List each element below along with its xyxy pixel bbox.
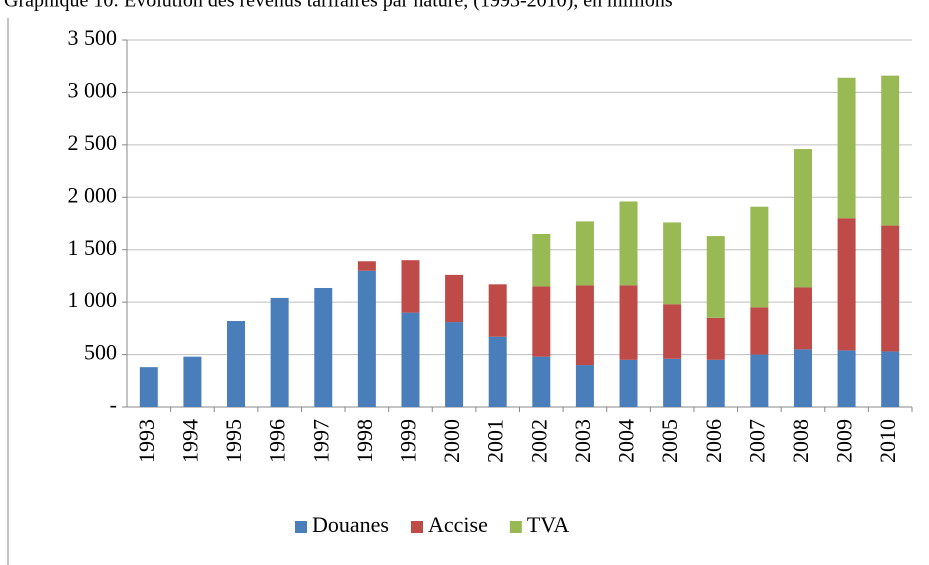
x-tick-label: 1995 (221, 419, 246, 463)
bar-segment (488, 336, 507, 407)
x-tick-label: 2010 (875, 419, 900, 463)
bar-segment (881, 75, 900, 226)
x-tick-label: 2000 (439, 419, 464, 463)
legend-swatch (509, 521, 522, 533)
bar-segment (750, 354, 769, 407)
bar-segment (837, 350, 856, 407)
bar-segment (314, 287, 333, 407)
y-tick-label: 1 000 (68, 287, 118, 312)
bar-segment (532, 233, 551, 287)
x-tick-label: 2007 (744, 419, 769, 463)
bar-segment (401, 312, 420, 407)
bar-segment (706, 317, 725, 360)
bar-segment (837, 218, 856, 351)
bar-segment (270, 297, 289, 407)
bar-segment (619, 285, 638, 360)
bar-segment (575, 285, 594, 366)
bar-segment (793, 349, 812, 407)
bar-segment (445, 322, 464, 407)
x-tick-label: 1998 (352, 419, 377, 463)
x-tick-label: 2006 (701, 419, 726, 463)
bar-segment (663, 222, 682, 305)
bar-segment (750, 307, 769, 355)
bar-segment (575, 221, 594, 286)
x-tick-label: 1993 (134, 419, 159, 463)
x-tick-label: 2001 (483, 419, 508, 463)
bar-segment (575, 365, 594, 407)
legend-swatch (410, 521, 423, 533)
bar-segment (139, 367, 158, 407)
bar-segment (750, 206, 769, 308)
bar-segment (357, 261, 376, 271)
bar-segment (445, 274, 464, 323)
bar-segment (401, 260, 420, 313)
y-tick-label: 3 500 (68, 25, 118, 50)
y-tick-label: 1 500 (68, 235, 118, 260)
bar-segment (881, 225, 900, 352)
y-tick-label: 500 (84, 340, 117, 365)
bar-segment (663, 358, 682, 407)
bar-segment (183, 356, 202, 407)
legend-label: Douanes (312, 512, 389, 537)
bar-segment (793, 287, 812, 350)
x-tick-label: 1999 (396, 419, 421, 463)
x-tick-label: 2009 (832, 419, 857, 463)
x-tick-label: 2004 (614, 419, 639, 463)
chart-title: Graphique 10: Évolution des revenus tari… (4, 0, 673, 12)
x-tick-label: 1997 (308, 419, 333, 463)
bar-segment (706, 359, 725, 407)
bar-segment (619, 201, 638, 286)
bar-segment (837, 77, 856, 219)
x-tick-label: 1994 (177, 419, 202, 463)
legend-label: TVA (527, 512, 569, 537)
bar-segment (532, 286, 551, 357)
bar-segment (663, 304, 682, 359)
x-tick-label: 2002 (526, 419, 551, 463)
x-tick-label: 2005 (657, 419, 682, 463)
x-tick-label: 2003 (570, 419, 595, 463)
y-tick-label: 2 500 (68, 130, 118, 155)
bar-segment (793, 149, 812, 288)
x-tick-label: 1996 (265, 419, 290, 463)
bar-segment (488, 284, 507, 337)
y-tick-label: - (110, 392, 117, 417)
bar-segment (532, 356, 551, 407)
legend-label: Accise (428, 512, 488, 537)
bar-segment (881, 351, 900, 407)
bar-segment (357, 270, 376, 407)
bar-segment (227, 321, 246, 407)
bar-segment (619, 359, 638, 407)
bar-segment (706, 236, 725, 318)
y-tick-label: 2 000 (68, 182, 118, 207)
legend-swatch (295, 521, 307, 533)
y-tick-label: 3 000 (68, 77, 118, 102)
x-tick-label: 2008 (788, 419, 813, 463)
